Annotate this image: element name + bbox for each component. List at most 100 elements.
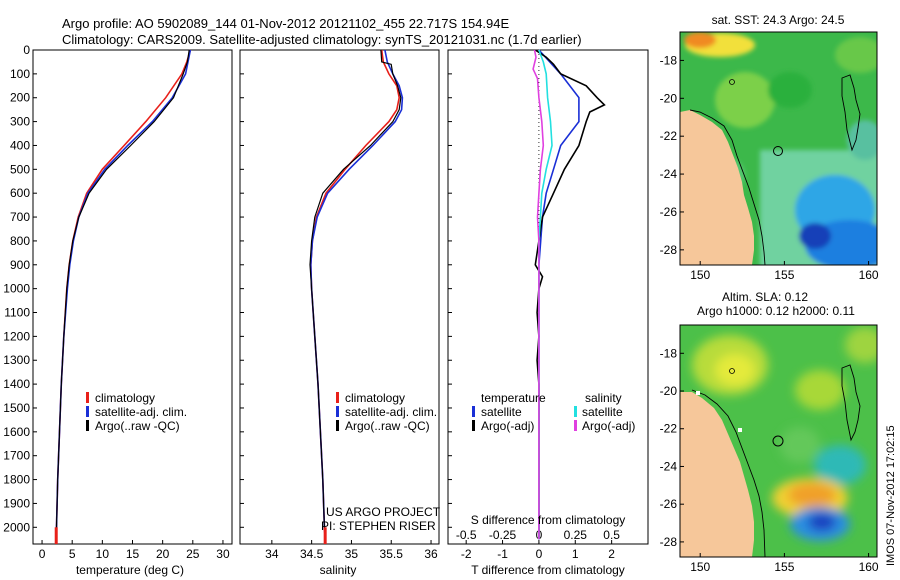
sst-map-title: sat. SST: 24.3 Argo: 24.5 bbox=[712, 13, 845, 27]
s-tick-label: 0.5 bbox=[603, 528, 620, 542]
sla-map-station-marker bbox=[696, 391, 700, 395]
legend-label-t-satellite: satellite bbox=[481, 405, 522, 419]
map-y-tick-label: -18 bbox=[660, 53, 678, 67]
x-tick-label: 2 bbox=[608, 547, 615, 561]
sla-map-axes: 150 155 160 -18 -20 -22 -24 -26 -28 bbox=[660, 346, 879, 574]
legend-swatch-t-satellite bbox=[472, 406, 475, 417]
x-tick-label: 34 bbox=[265, 547, 279, 561]
y-tick-label: 700 bbox=[10, 210, 30, 224]
sla-map-subtitle: Argo h1000: 0.12 h2000: 0.11 bbox=[697, 304, 855, 318]
map-x-tick-label: 160 bbox=[859, 560, 879, 574]
s-difference-xlabel: S difference from climatology bbox=[471, 513, 626, 527]
sla-map-argo-marker bbox=[772, 435, 784, 447]
y-tick-label: 200 bbox=[10, 91, 30, 105]
legend-label-s-satellite: satellite bbox=[582, 405, 623, 419]
y-tick-label: 600 bbox=[10, 186, 30, 200]
legend-label-t-argo: Argo(-adj) bbox=[481, 419, 534, 433]
sst-map-island bbox=[729, 79, 735, 85]
difference-plot: -2 -1 0 1 2-0.5 -0.25 0 0.25 0.5 bbox=[448, 49, 620, 561]
x-tick-label: -2 bbox=[461, 547, 472, 561]
header-line-1: Argo profile: AO 5902089_144 01-Nov-2012… bbox=[62, 16, 510, 31]
legend-swatch-climatology bbox=[336, 392, 339, 403]
map-y-tick-label: -22 bbox=[660, 422, 678, 436]
legend-label-argo: Argo(..raw -QC) bbox=[95, 419, 180, 433]
y-tick-label: 100 bbox=[10, 67, 30, 81]
side-label: IMOS 07-Nov-2012 17:02:15 bbox=[885, 425, 897, 566]
pi-annotation: PI: STEPHEN RISER bbox=[321, 519, 436, 533]
temperature-plot: 0 5 10 15 20 25 300100200300400500600700800900… bbox=[3, 43, 230, 561]
y-tick-label: 1900 bbox=[3, 496, 30, 510]
y-tick-label: 1800 bbox=[3, 473, 30, 487]
series-line-t-argo-adj- bbox=[534, 49, 606, 540]
salinity-panel-frame bbox=[239, 49, 440, 545]
x-tick-label: 35 bbox=[345, 547, 359, 561]
temperature-xlabel: temperature (deg C) bbox=[76, 563, 184, 577]
series-line-argo-raw-qc- bbox=[309, 49, 402, 540]
x-tick-label: 15 bbox=[126, 547, 140, 561]
sla-map-reef-contour bbox=[841, 364, 861, 442]
map-y-tick-label: -26 bbox=[660, 497, 678, 511]
y-tick-label: 1200 bbox=[3, 329, 30, 343]
difference-legend: temperature salinity satellite Argo(-adj… bbox=[472, 391, 635, 433]
y-tick-label: 400 bbox=[10, 138, 30, 152]
y-tick-label: 1300 bbox=[3, 353, 30, 367]
sla-map-field bbox=[692, 327, 877, 541]
map-y-tick-label: -28 bbox=[660, 243, 678, 257]
x-tick-label: 20 bbox=[156, 547, 170, 561]
x-tick-label: 1 bbox=[572, 547, 579, 561]
sla-map-land bbox=[680, 392, 754, 557]
y-tick-label: 1400 bbox=[3, 377, 30, 391]
legend-swatch-satellite bbox=[86, 406, 89, 417]
legend-title-temperature: temperature bbox=[481, 391, 546, 405]
temperature-panel-frame bbox=[32, 49, 233, 545]
legend-swatch-argo bbox=[86, 420, 89, 431]
legend-title-salinity: salinity bbox=[585, 391, 622, 405]
y-tick-label: 1500 bbox=[3, 401, 30, 415]
x-tick-label: 36 bbox=[424, 547, 438, 561]
legend-label-climatology: climatology bbox=[345, 391, 405, 405]
temperature-legend: climatology satellite-adj. clim. Argo(..… bbox=[86, 391, 187, 433]
series-line-argo-raw-qc- bbox=[55, 49, 190, 540]
bottom-depth-marker bbox=[323, 527, 327, 544]
map-x-tick-label: 150 bbox=[690, 560, 710, 574]
salinity-xlabel: salinity bbox=[320, 563, 357, 577]
sla-map-isobath bbox=[691, 389, 766, 557]
y-tick-label: 1100 bbox=[4, 306, 30, 320]
legend-label-climatology: climatology bbox=[95, 391, 155, 405]
y-tick-label: 800 bbox=[10, 234, 30, 248]
x-tick-label: -1 bbox=[497, 547, 508, 561]
map-y-tick-label: -24 bbox=[660, 167, 678, 181]
series-line-climatology bbox=[309, 49, 401, 540]
series-line-s-argo-adj- bbox=[532, 49, 545, 540]
y-tick-label: 1600 bbox=[3, 425, 30, 439]
x-tick-label: 5 bbox=[69, 547, 76, 561]
map-x-tick-label: 160 bbox=[859, 268, 879, 282]
series-line-t-satellite bbox=[538, 49, 580, 540]
sla-map-station-marker bbox=[738, 428, 742, 432]
project-annotation: US ARGO PROJECT bbox=[326, 505, 441, 519]
y-tick-label: 300 bbox=[10, 115, 30, 129]
sst-map-argo-marker bbox=[773, 146, 783, 156]
x-tick-label: 10 bbox=[96, 547, 110, 561]
x-tick-label: 25 bbox=[186, 547, 200, 561]
header-line-2: Climatology: CARS2009. Satellite-adjuste… bbox=[62, 32, 582, 47]
y-tick-label: 0 bbox=[23, 43, 30, 57]
sla-map-island bbox=[729, 368, 735, 374]
sst-map bbox=[680, 32, 877, 265]
salinity-legend: climatology satellite-adj. clim. Argo(..… bbox=[336, 391, 437, 433]
sst-map-axes: 150 155 160 -18 -20 -22 -24 -26 -28 bbox=[660, 53, 879, 282]
sst-map-land bbox=[680, 110, 754, 265]
series-line-satellite-adj-clim- bbox=[309, 49, 404, 540]
legend-label-satellite: satellite-adj. clim. bbox=[345, 405, 437, 419]
map-x-tick-label: 150 bbox=[690, 268, 710, 282]
legend-label-argo: Argo(..raw -QC) bbox=[345, 419, 430, 433]
map-y-tick-label: -22 bbox=[660, 129, 678, 143]
map-x-tick-label: 155 bbox=[774, 268, 794, 282]
sla-map bbox=[680, 325, 877, 557]
series-line-climatology bbox=[55, 49, 192, 540]
x-tick-label: 35.5 bbox=[380, 547, 404, 561]
legend-label-s-argo: Argo(-adj) bbox=[582, 419, 635, 433]
y-tick-label: 1000 bbox=[3, 282, 30, 296]
legend-swatch-argo bbox=[336, 420, 339, 431]
x-tick-label: 30 bbox=[216, 547, 230, 561]
